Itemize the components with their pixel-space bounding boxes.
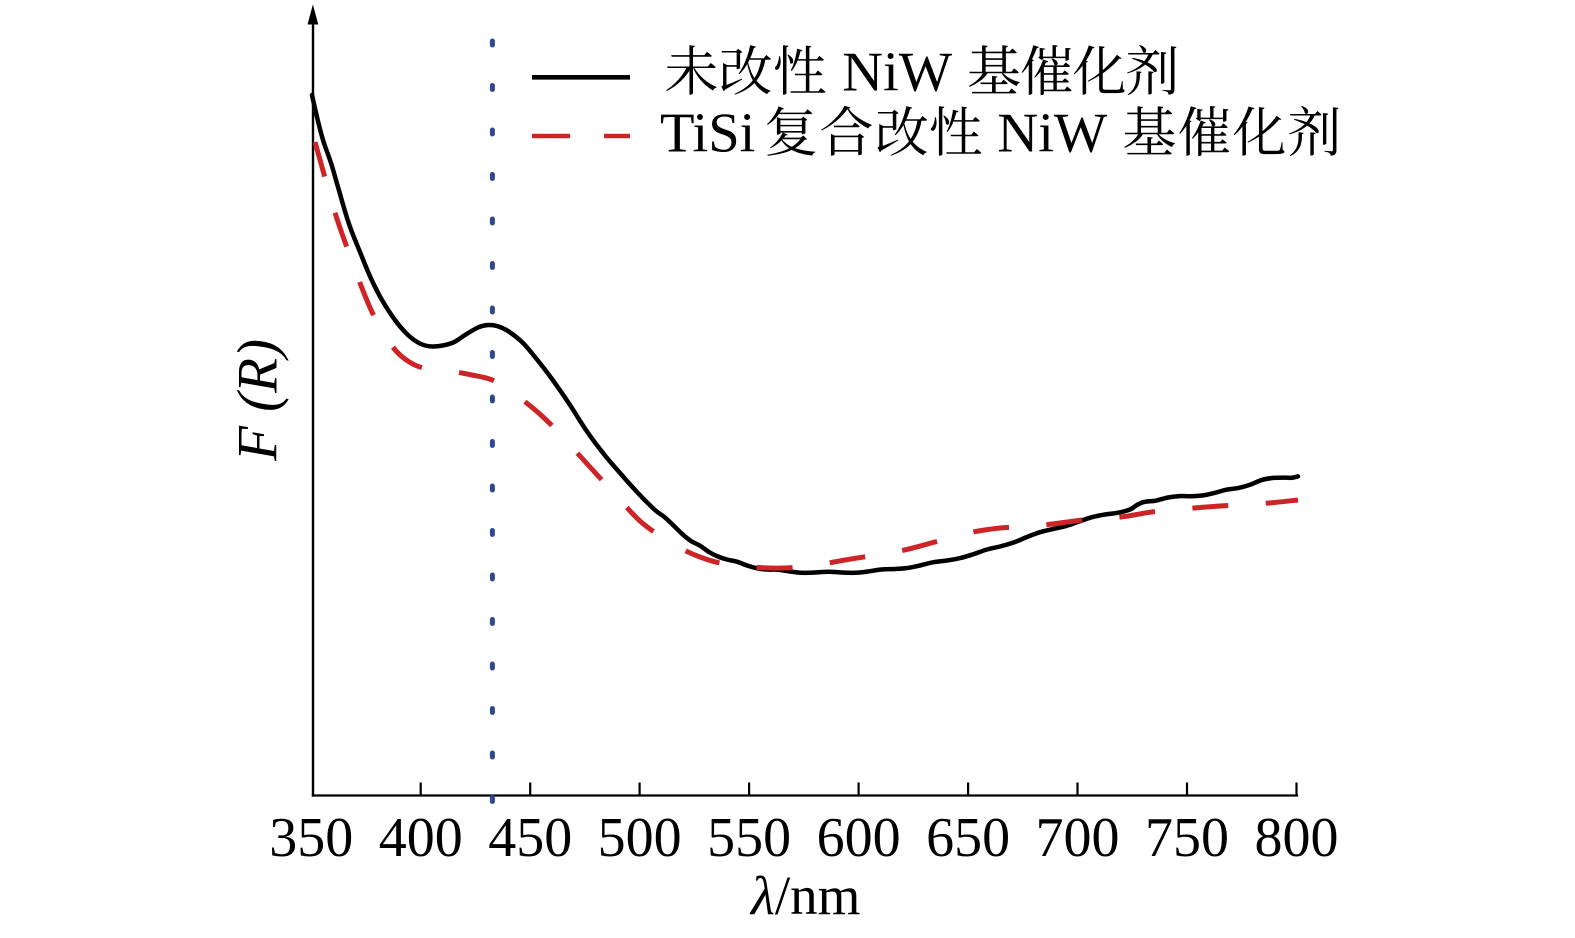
svg-text:700: 700 [1036, 807, 1120, 869]
svg-text:600: 600 [817, 807, 901, 869]
svg-text:F (R): F (R) [227, 339, 290, 462]
svg-text:450: 450 [488, 807, 572, 869]
svg-text:750: 750 [1145, 807, 1229, 869]
svg-text:NiW: NiW [842, 42, 953, 104]
svg-text:NiW: NiW [997, 103, 1108, 165]
svg-text:800: 800 [1255, 807, 1339, 869]
svg-text:TiSi: TiSi [660, 103, 755, 165]
svg-text:400: 400 [379, 807, 463, 869]
svg-text:350: 350 [269, 807, 353, 869]
svg-text:500: 500 [598, 807, 682, 869]
svg-text:λ/nm: λ/nm [749, 865, 860, 926]
svg-text:650: 650 [926, 807, 1010, 869]
svg-text:550: 550 [707, 807, 791, 869]
